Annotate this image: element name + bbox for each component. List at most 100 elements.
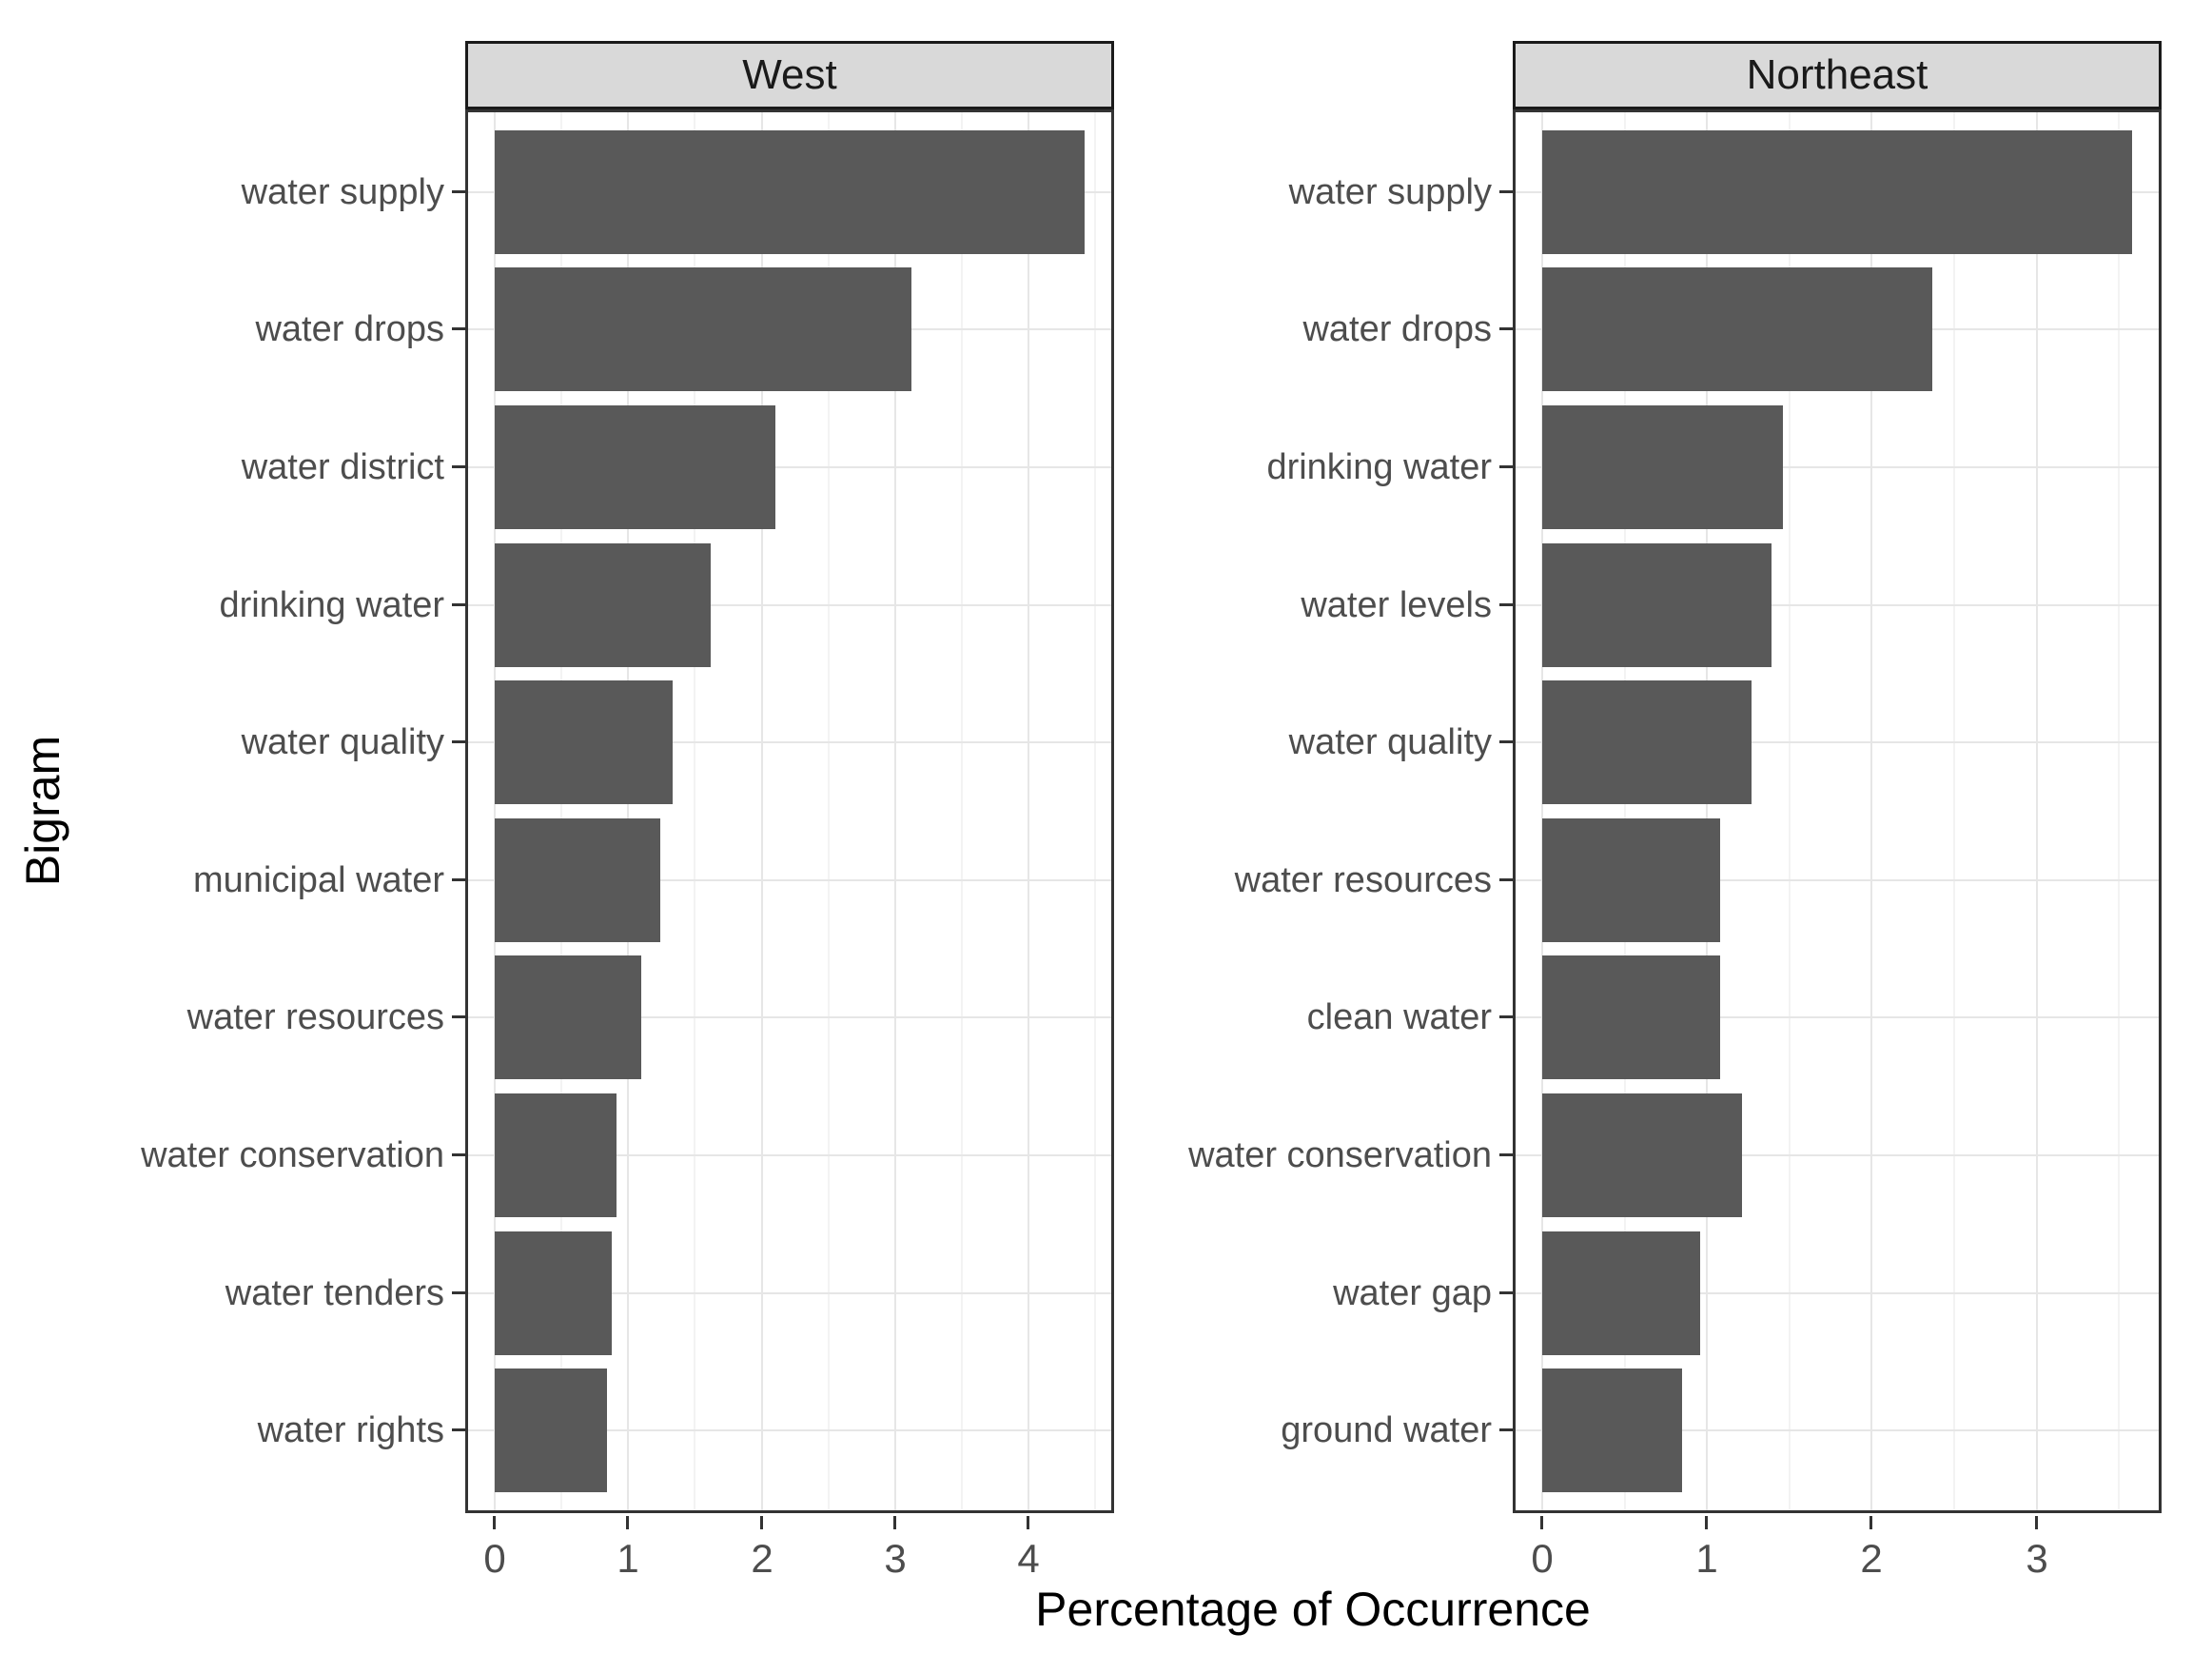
facet-title: West (742, 51, 837, 98)
y-category-label: clean water (1306, 997, 1492, 1037)
x-tick-mark (893, 1516, 896, 1529)
y-tick-mark (1499, 878, 1513, 881)
category-gridline (465, 466, 1114, 468)
x-tick-label: 4 (1017, 1536, 1040, 1581)
bar (495, 955, 641, 1079)
category-gridline (465, 1292, 1114, 1294)
minor-gridline (961, 109, 963, 1513)
y-tick-mark (452, 1291, 465, 1294)
bar (1542, 267, 1932, 391)
minor-gridline (560, 109, 562, 1513)
major-gridline (1870, 109, 1872, 1513)
x-tick-label: 2 (1860, 1536, 1883, 1581)
y-category-label: water quality (1288, 722, 1492, 762)
bar (495, 543, 711, 667)
x-tick-label: 3 (2026, 1536, 2048, 1581)
facet-strip: Northeast (1513, 41, 2162, 109)
y-tick-mark (452, 878, 465, 881)
y-category-label: drinking water (1266, 447, 1492, 487)
x-tick-label: 3 (884, 1536, 907, 1581)
minor-gridline (1094, 109, 1096, 1513)
panel-border (1513, 109, 2162, 1513)
category-gridline (465, 604, 1114, 606)
y-category-label: water drops (255, 309, 444, 349)
x-tick-mark (1705, 1516, 1708, 1529)
bar (1542, 1093, 1742, 1217)
y-category-label: water supply (1288, 172, 1492, 212)
bar (1542, 1368, 1682, 1492)
y-category-label: water conservation (1188, 1135, 1492, 1175)
x-tick-mark (626, 1516, 629, 1529)
y-category-label: drinking water (219, 585, 444, 625)
major-gridline (1028, 109, 1029, 1513)
y-tick-mark (1499, 603, 1513, 606)
y-category-label: water tenders (225, 1273, 444, 1313)
bar (495, 680, 673, 804)
y-tick-mark (1499, 1153, 1513, 1156)
y-tick-mark (1499, 190, 1513, 193)
major-gridline (1706, 109, 1708, 1513)
x-tick-mark (760, 1516, 763, 1529)
x-tick-label: 0 (483, 1536, 506, 1581)
bar (495, 267, 911, 391)
category-gridline (465, 1429, 1114, 1431)
x-tick-mark (493, 1516, 496, 1529)
y-category-label: water supply (241, 172, 444, 212)
x-tick-label: 0 (1531, 1536, 1554, 1581)
bar (495, 818, 660, 942)
bar (1542, 818, 1720, 942)
y-category-label: water gap (1333, 1273, 1492, 1313)
category-gridline (1513, 1429, 2162, 1431)
y-tick-mark (452, 1153, 465, 1156)
bar (495, 1093, 617, 1217)
bar (1542, 130, 2132, 254)
major-gridline (2036, 109, 2038, 1513)
bar (1542, 405, 1783, 529)
category-gridline (465, 741, 1114, 743)
bar (495, 1368, 607, 1492)
category-gridline (1513, 1016, 2162, 1018)
y-category-label: water drops (1302, 309, 1492, 349)
bar (495, 1231, 612, 1355)
minor-gridline (2118, 109, 2120, 1513)
y-category-label: water resources (186, 997, 444, 1037)
bar (1542, 955, 1720, 1079)
category-gridline (1513, 466, 2162, 468)
major-gridline (1541, 109, 1543, 1513)
bar (1542, 680, 1752, 804)
y-category-label: water district (241, 447, 444, 487)
plot-panel (1513, 109, 2162, 1513)
category-gridline (1513, 604, 2162, 606)
minor-gridline (1789, 109, 1791, 1513)
y-category-label: water quality (241, 722, 444, 762)
major-gridline (894, 109, 896, 1513)
x-tick-label: 1 (1695, 1536, 1718, 1581)
plot-panel (465, 109, 1114, 1513)
category-gridline (465, 879, 1114, 881)
y-tick-mark (452, 1428, 465, 1431)
y-tick-mark (452, 740, 465, 743)
y-tick-mark (452, 465, 465, 468)
y-tick-mark (1499, 1015, 1513, 1018)
x-axis-title: Percentage of Occurrence (1035, 1583, 1591, 1636)
bar (1542, 1231, 1700, 1355)
minor-gridline (1953, 109, 1955, 1513)
x-tick-mark (1027, 1516, 1029, 1529)
y-category-label: water conservation (141, 1135, 444, 1175)
y-category-label: municipal water (193, 860, 444, 900)
facet-title: Northeast (1746, 51, 1928, 98)
bar (1542, 543, 1772, 667)
x-tick-mark (1869, 1516, 1872, 1529)
category-gridline (1513, 741, 2162, 743)
bar (495, 130, 1085, 254)
x-tick-label: 2 (751, 1536, 773, 1581)
x-tick-mark (1540, 1516, 1543, 1529)
category-gridline (1513, 1292, 2162, 1294)
y-tick-mark (1499, 1428, 1513, 1431)
panel-border (465, 109, 1114, 1513)
y-tick-mark (452, 1015, 465, 1018)
major-gridline (761, 109, 763, 1513)
y-tick-mark (452, 190, 465, 193)
bar (495, 405, 775, 529)
